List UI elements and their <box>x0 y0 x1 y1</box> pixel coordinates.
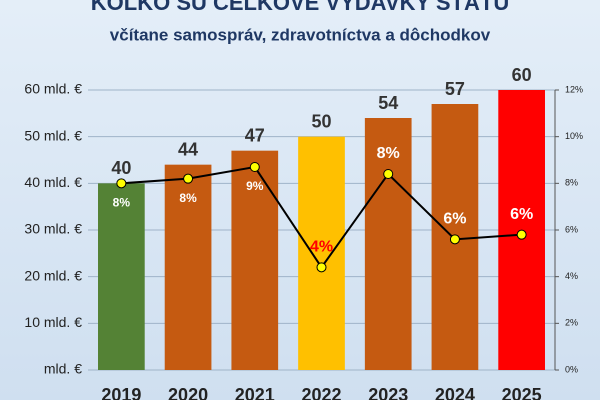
line-marker <box>249 162 260 172</box>
chart-subtitle: včítane samospráv, zdravotníctva a dôcho… <box>110 25 491 44</box>
y2-tick-label: 6% <box>565 224 578 234</box>
y-tick-label: 40 mld. € <box>24 174 82 190</box>
line-value-label: 4% <box>310 239 333 256</box>
x-tick-label: 2025 <box>502 385 542 400</box>
bar-value-label: 47 <box>245 125 265 145</box>
y-tick-label: 50 mld. € <box>24 127 82 143</box>
x-tick-label: 2024 <box>435 385 475 400</box>
line-marker <box>449 234 460 245</box>
line-value-label: 8% <box>113 196 131 210</box>
line-marker <box>116 178 127 189</box>
line-marker <box>383 169 394 179</box>
y-tick-label: 60 mld. € <box>24 81 82 97</box>
x-tick-label: 2020 <box>168 385 208 400</box>
bar-value-label: 44 <box>178 139 198 159</box>
bar <box>298 136 345 370</box>
line-value-label: 6% <box>443 211 466 228</box>
y-tick-label: 10 mld. € <box>24 314 82 330</box>
bar-value-label: 50 <box>311 111 331 131</box>
y-tick-label: 20 mld. € <box>24 267 82 283</box>
bar-value-label: 57 <box>445 79 465 99</box>
line-value-label: 6% <box>510 206 533 223</box>
y2-tick-label: 0% <box>565 364 578 374</box>
y2-tick-label: 10% <box>565 131 583 141</box>
bar <box>98 183 145 370</box>
y-tick-label: 30 mld. € <box>24 221 82 237</box>
y2-tick-label: 8% <box>565 178 578 188</box>
line-value-label: 8% <box>179 191 197 205</box>
bar <box>231 150 279 370</box>
bar-value-label: 40 <box>111 158 131 178</box>
line-marker <box>516 229 527 240</box>
bar <box>164 164 212 370</box>
x-tick-label: 2021 <box>235 385 275 400</box>
line-marker <box>183 173 194 184</box>
line-value-label: 8% <box>377 145 400 162</box>
y2-tick-label: 4% <box>565 271 578 281</box>
line-value-label: 9% <box>246 179 264 193</box>
x-tick-label: 2022 <box>301 385 341 400</box>
chart-title: KOĽKO SÚ CELKOVÉ VÝDAVKY ŠTÁTU <box>91 0 509 15</box>
bar-value-label: 54 <box>378 93 398 113</box>
y2-tick-label: 12% <box>565 84 583 94</box>
y2-tick-label: 2% <box>565 318 578 328</box>
bar-value-label: 60 <box>512 65 532 85</box>
bar <box>364 118 412 370</box>
y-tick-label: mld. € <box>44 361 82 377</box>
x-tick-label: 2023 <box>368 385 408 400</box>
line-marker <box>316 262 327 273</box>
x-tick-label: 2019 <box>101 385 141 400</box>
